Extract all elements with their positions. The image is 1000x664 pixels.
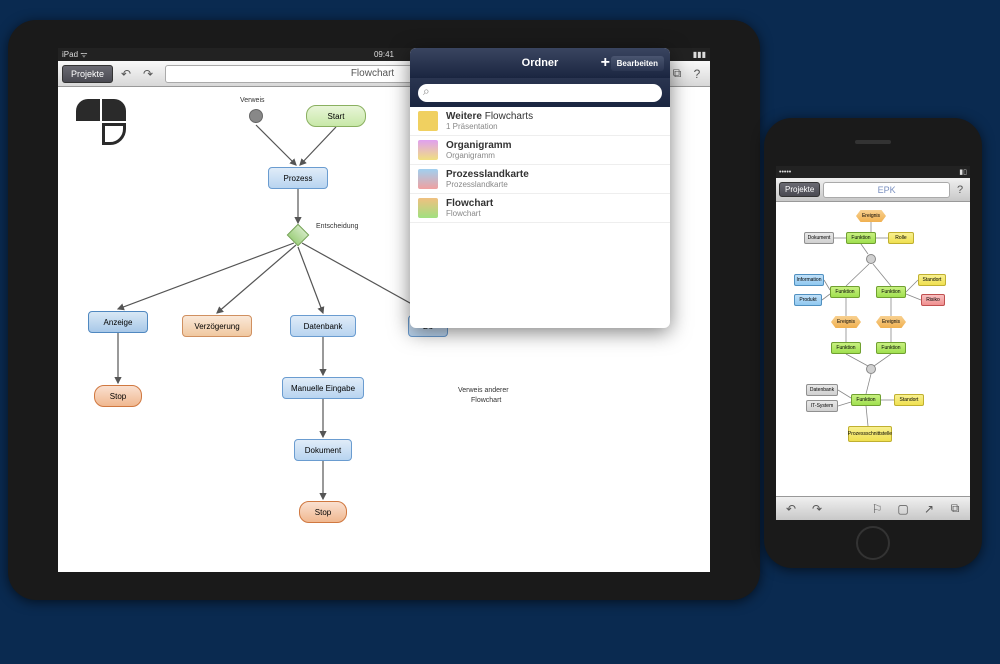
flowchart-node-verweis2-label[interactable]: Verweis anderer (458, 387, 509, 394)
epk-node-17[interactable]: Funktion (851, 394, 881, 406)
epk-node-3[interactable]: Rolle (888, 232, 914, 244)
flowchart-node-dokument[interactable]: Dokument (294, 439, 352, 461)
iphone-signal: ••••• (779, 169, 791, 176)
flowchart-node-manuelle[interactable]: Manuelle Eingabe (282, 377, 364, 399)
epk-canvas[interactable]: Ereignis Dokument Funktion Rolle Information… (776, 202, 970, 496)
folder-item-icon (418, 198, 438, 218)
iphone-help-icon[interactable]: ? (953, 181, 967, 199)
epk-node-0[interactable]: Ereignis (856, 210, 886, 222)
redo-icon[interactable]: ↷ (139, 65, 157, 83)
flowchart-node-datenbank[interactable]: Datenbank (290, 315, 356, 337)
iphone-device: ••••• ▮▯ Projekte EPK ? (764, 118, 982, 568)
folder-item-icon (418, 111, 438, 131)
add-folder-button[interactable]: + (601, 54, 610, 72)
folder-item-2[interactable]: Prozesslandkarte Prozesslandkarte (410, 165, 670, 194)
iphone-copy-icon[interactable]: ⧉ (946, 500, 964, 518)
epk-node-1[interactable]: Dokument (804, 232, 834, 244)
iphone-redo-icon[interactable]: ↷ (808, 500, 826, 518)
flowchart-node-verweis[interactable] (249, 109, 263, 123)
iphone-status-bar: ••••• ▮▯ (776, 166, 970, 178)
ipad-status-battery: ▮▮▮ (693, 50, 706, 59)
folder-list: Weitere Flowcharts 1 Präsentation Organi… (410, 107, 670, 223)
epk-node-16[interactable]: Datenbank (806, 384, 838, 396)
epk-node-6[interactable]: Funktion (830, 286, 860, 298)
iphone-share-icon[interactable]: ↗ (920, 500, 938, 518)
iphone-toolbar: Projekte EPK ? (776, 178, 970, 202)
epk-node-11[interactable]: Ereignis (831, 316, 861, 328)
epk-node-9[interactable]: Produkt (794, 294, 822, 306)
flowchart-node-entscheidung[interactable] (287, 224, 310, 247)
folder-item-0[interactable]: Weitere Flowcharts 1 Präsentation (410, 107, 670, 136)
copy-icon[interactable]: ⧉ (668, 65, 686, 83)
ipad-status-left: iPad ᯤ (62, 49, 88, 60)
help-icon[interactable]: ? (688, 65, 706, 83)
projects-button[interactable]: Projekte (62, 65, 113, 83)
flowchart-node-stop2[interactable]: Stop (299, 501, 347, 523)
epk-node-5[interactable]: Information (794, 274, 824, 286)
folder-item-text: Flowchart Flowchart (446, 198, 493, 218)
iphone-tag-icon[interactable]: ⚐ (868, 500, 886, 518)
epk-node-18[interactable]: Standort (894, 394, 924, 406)
iphone-title-field[interactable]: EPK (823, 182, 950, 198)
iphone-undo-icon[interactable]: ↶ (782, 500, 800, 518)
flowchart-node-start[interactable]: Start (306, 105, 366, 127)
iphone-battery: ▮▯ (959, 168, 967, 176)
undo-icon[interactable]: ↶ (117, 65, 135, 83)
search-input[interactable] (418, 84, 662, 102)
epk-node-13[interactable]: Funktion (831, 342, 861, 354)
folder-item-icon (418, 169, 438, 189)
epk-node-4[interactable] (866, 254, 876, 264)
epk-node-15[interactable] (866, 364, 876, 374)
epk-node-12[interactable]: Ereignis (876, 316, 906, 328)
folder-item-3[interactable]: Flowchart Flowchart (410, 194, 670, 223)
folder-item-text: Organigramm Organigramm (446, 140, 512, 160)
flowchart-node-entsch-label[interactable]: Entscheidung (316, 223, 358, 230)
folder-item-icon (418, 140, 438, 160)
folder-item-text: Prozesslandkarte Prozesslandkarte (446, 169, 529, 189)
flowchart-node-prozess[interactable]: Prozess (268, 167, 328, 189)
epk-edges (776, 202, 970, 496)
epk-node-7[interactable]: Funktion (876, 286, 906, 298)
flowchart-node-anzeige[interactable]: Anzeige (88, 311, 148, 333)
popover-header: Ordner + Bearbeiten (410, 48, 670, 78)
flowchart-node-verweis-label[interactable]: Verweis (240, 97, 265, 104)
flowchart-node-verweis2-label2[interactable]: Flowchart (471, 397, 501, 404)
iphone-bottom-toolbar: ↶ ↷ ⚐ ▢ ↗ ⧉ (776, 496, 970, 520)
edit-button[interactable]: Bearbeiten (611, 56, 664, 71)
folder-item-text: Weitere Flowcharts 1 Präsentation (446, 111, 533, 131)
epk-node-20[interactable]: Prozessschnittstelle (848, 426, 892, 442)
popover-title: Ordner (522, 57, 559, 69)
iphone-folder-icon[interactable]: ▢ (894, 500, 912, 518)
iphone-screen: ••••• ▮▯ Projekte EPK ? (776, 166, 970, 520)
epk-node-14[interactable]: Funktion (876, 342, 906, 354)
epk-node-19[interactable]: IT-System (806, 400, 838, 412)
ipad-status-time: 09:41 (374, 50, 394, 59)
flowchart-node-verzögerung[interactable]: Verzögerung (182, 315, 252, 337)
folder-item-1[interactable]: Organigramm Organigramm (410, 136, 670, 165)
flowchart-node-stop1[interactable]: Stop (94, 385, 142, 407)
epk-node-2[interactable]: Funktion (846, 232, 876, 244)
epk-node-8[interactable]: Standort (918, 274, 946, 286)
iphone-projects-button[interactable]: Projekte (779, 182, 820, 197)
folder-popover: Ordner + Bearbeiten Weitere Flowcharts 1… (410, 48, 670, 328)
epk-node-10[interactable]: Risiko (921, 294, 945, 306)
popover-search-bar (410, 78, 670, 107)
